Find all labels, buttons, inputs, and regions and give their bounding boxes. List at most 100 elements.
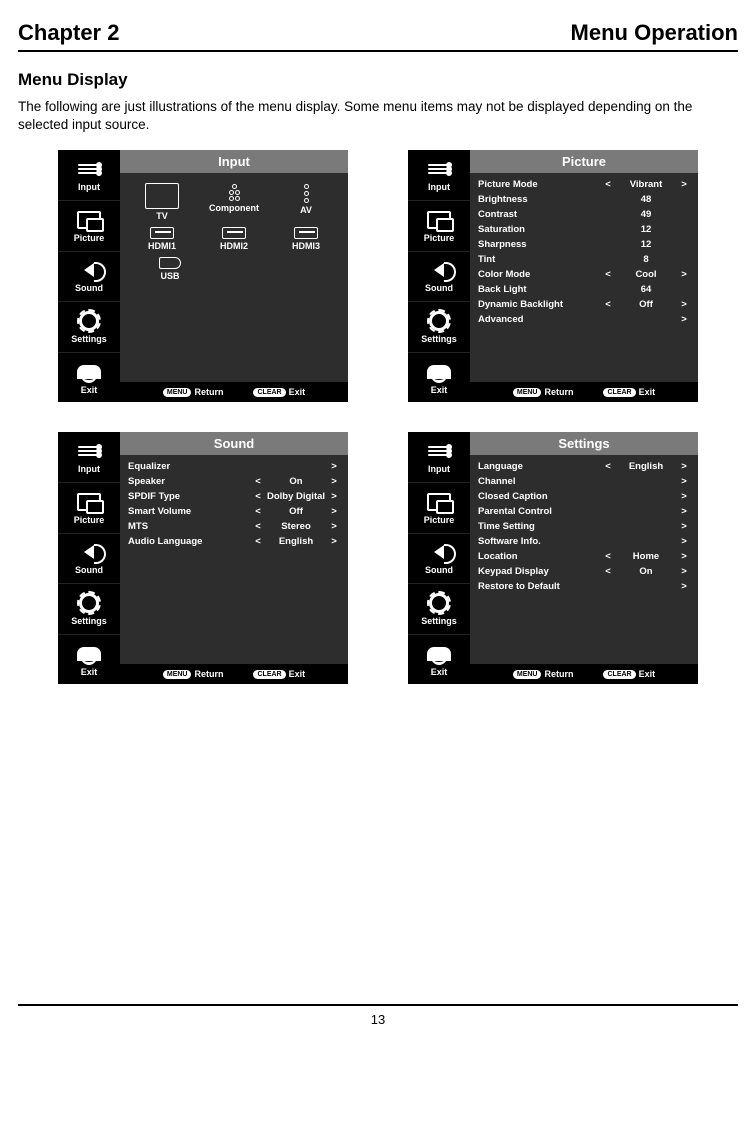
option-row[interactable]: Closed Caption > xyxy=(476,489,692,504)
option-label: Audio Language xyxy=(128,536,252,547)
option-row[interactable]: Saturation12 xyxy=(476,222,692,237)
sidebar-item-exit[interactable]: Exit xyxy=(58,353,120,403)
sidebar-item-picture[interactable]: Picture xyxy=(408,201,470,252)
option-row[interactable]: Audio Language<English> xyxy=(126,534,342,549)
option-row[interactable]: Color Mode<Cool> xyxy=(476,267,692,282)
gear-icon xyxy=(429,311,449,331)
option-row[interactable]: Picture Mode<Vibrant> xyxy=(476,177,692,192)
chevron-left-icon: < xyxy=(252,521,264,532)
option-row[interactable]: Channel > xyxy=(476,474,692,489)
footer-exit: CLEARExit xyxy=(603,387,655,397)
option-row[interactable]: Language<English> xyxy=(476,459,692,474)
footer-label: Return xyxy=(194,387,223,397)
option-row[interactable]: Brightness48 xyxy=(476,192,692,207)
option-label: Parental Control xyxy=(478,506,602,517)
option-value: 48 xyxy=(614,194,678,205)
chapter-title: Menu Operation xyxy=(571,20,738,46)
input-source-component[interactable]: Component xyxy=(204,183,264,221)
sidebar-label: Settings xyxy=(421,616,457,626)
clear-button-icon: CLEAR xyxy=(253,670,285,679)
option-row[interactable]: MTS<Stereo> xyxy=(126,519,342,534)
option-row[interactable]: Dynamic Backlight<Off> xyxy=(476,297,692,312)
option-row[interactable]: Advanced> xyxy=(476,312,692,327)
option-row[interactable]: Location<Home> xyxy=(476,549,692,564)
chevron-right-icon: > xyxy=(678,314,690,325)
chevron-right-icon: > xyxy=(328,491,340,502)
sidebar-item-settings[interactable]: Settings xyxy=(408,584,470,635)
sidebar-item-picture[interactable]: Picture xyxy=(408,483,470,534)
option-row[interactable]: Restore to Default> xyxy=(476,579,692,594)
sidebar-label: Sound xyxy=(75,283,103,293)
input-source-hdmi3[interactable]: HDMI3 xyxy=(276,227,336,251)
option-row[interactable]: Parental Control> xyxy=(476,504,692,519)
chevron-left-icon: < xyxy=(602,551,614,562)
footer-return: MENUReturn xyxy=(513,669,574,679)
option-row[interactable]: Software Info.> xyxy=(476,534,692,549)
page-header: Chapter 2 Menu Operation xyxy=(18,20,738,52)
sidebar-item-sound[interactable]: Sound xyxy=(58,252,120,303)
option-row[interactable]: SPDIF Type<Dolby Digital> xyxy=(126,489,342,504)
chevron-right-icon: > xyxy=(678,581,690,592)
option-label: Closed Caption xyxy=(478,491,602,502)
chevron-right-icon: > xyxy=(678,491,690,502)
panel-title: Input xyxy=(120,150,348,173)
option-row[interactable]: Back Light64 xyxy=(476,282,692,297)
sidebar-item-settings[interactable]: Settings xyxy=(58,584,120,635)
chevron-right-icon: > xyxy=(678,476,690,487)
option-value: Dolby Digital xyxy=(264,491,328,502)
sidebar-item-sound[interactable]: Sound xyxy=(408,252,470,303)
option-label: Software Info. xyxy=(478,536,602,547)
option-row[interactable]: Equalizer> xyxy=(126,459,342,474)
footer-label: Exit xyxy=(639,669,656,679)
sidebar-item-settings[interactable]: Settings xyxy=(58,302,120,353)
chevron-right-icon: > xyxy=(678,551,690,562)
footer-return: MENUReturn xyxy=(163,669,224,679)
sidebar-item-settings[interactable]: Settings xyxy=(408,302,470,353)
sidebar-item-picture[interactable]: Picture xyxy=(58,201,120,252)
chevron-left-icon: < xyxy=(252,536,264,547)
chevron-left-icon: < xyxy=(602,179,614,190)
option-label: Channel xyxy=(478,476,602,487)
option-label: Color Mode xyxy=(478,269,602,280)
chevron-right-icon: > xyxy=(678,566,690,577)
input-source-hdmi1[interactable]: HDMI1 xyxy=(132,227,192,251)
sidebar-item-input[interactable]: Input xyxy=(58,432,120,483)
panel-footer: MENUReturn CLEARExit xyxy=(120,664,348,684)
input-source-av[interactable]: AV xyxy=(276,183,336,221)
option-value: On xyxy=(614,566,678,577)
input-source-tv[interactable]: TV xyxy=(132,183,192,221)
sidebar-item-sound[interactable]: Sound xyxy=(58,534,120,585)
option-row[interactable]: Contrast49 xyxy=(476,207,692,222)
sidebar-label: Exit xyxy=(431,385,448,395)
picture-icon xyxy=(427,493,451,511)
sidebar-item-input[interactable]: Input xyxy=(408,150,470,201)
input-label: TV xyxy=(156,211,168,221)
input-label: HDMI2 xyxy=(220,241,248,251)
hdmi-icon xyxy=(150,227,174,239)
option-row[interactable]: Time Setting> xyxy=(476,519,692,534)
sidebar-item-input[interactable]: Input xyxy=(408,432,470,483)
panel-sound: Input Picture Sound Settings Exit Sound … xyxy=(58,432,348,684)
option-row[interactable]: Tint8 xyxy=(476,252,692,267)
chevron-left-icon: < xyxy=(602,299,614,310)
chevron-left-icon: < xyxy=(602,461,614,472)
option-row[interactable]: Smart Volume<Off> xyxy=(126,504,342,519)
input-source-hdmi2[interactable]: HDMI2 xyxy=(204,227,264,251)
option-row[interactable]: Sharpness12 xyxy=(476,237,692,252)
sidebar-item-sound[interactable]: Sound xyxy=(408,534,470,585)
gear-icon xyxy=(429,593,449,613)
option-row[interactable]: Keypad Display<On> xyxy=(476,564,692,579)
option-row[interactable]: Speaker<On> xyxy=(126,474,342,489)
menu-button-icon: MENU xyxy=(163,388,192,397)
sidebar-item-picture[interactable]: Picture xyxy=(58,483,120,534)
footer-return: MENUReturn xyxy=(513,387,574,397)
option-value: English xyxy=(264,536,328,547)
input-source-usb[interactable]: USB xyxy=(140,257,200,281)
sidebar-item-input[interactable]: Input xyxy=(58,150,120,201)
footer-label: Exit xyxy=(289,387,306,397)
sidebar-item-exit[interactable]: Exit xyxy=(408,635,470,685)
sidebar-item-exit[interactable]: Exit xyxy=(408,353,470,403)
sidebar-item-exit[interactable]: Exit xyxy=(58,635,120,685)
option-value: Off xyxy=(614,299,678,310)
component-icon xyxy=(228,183,240,201)
